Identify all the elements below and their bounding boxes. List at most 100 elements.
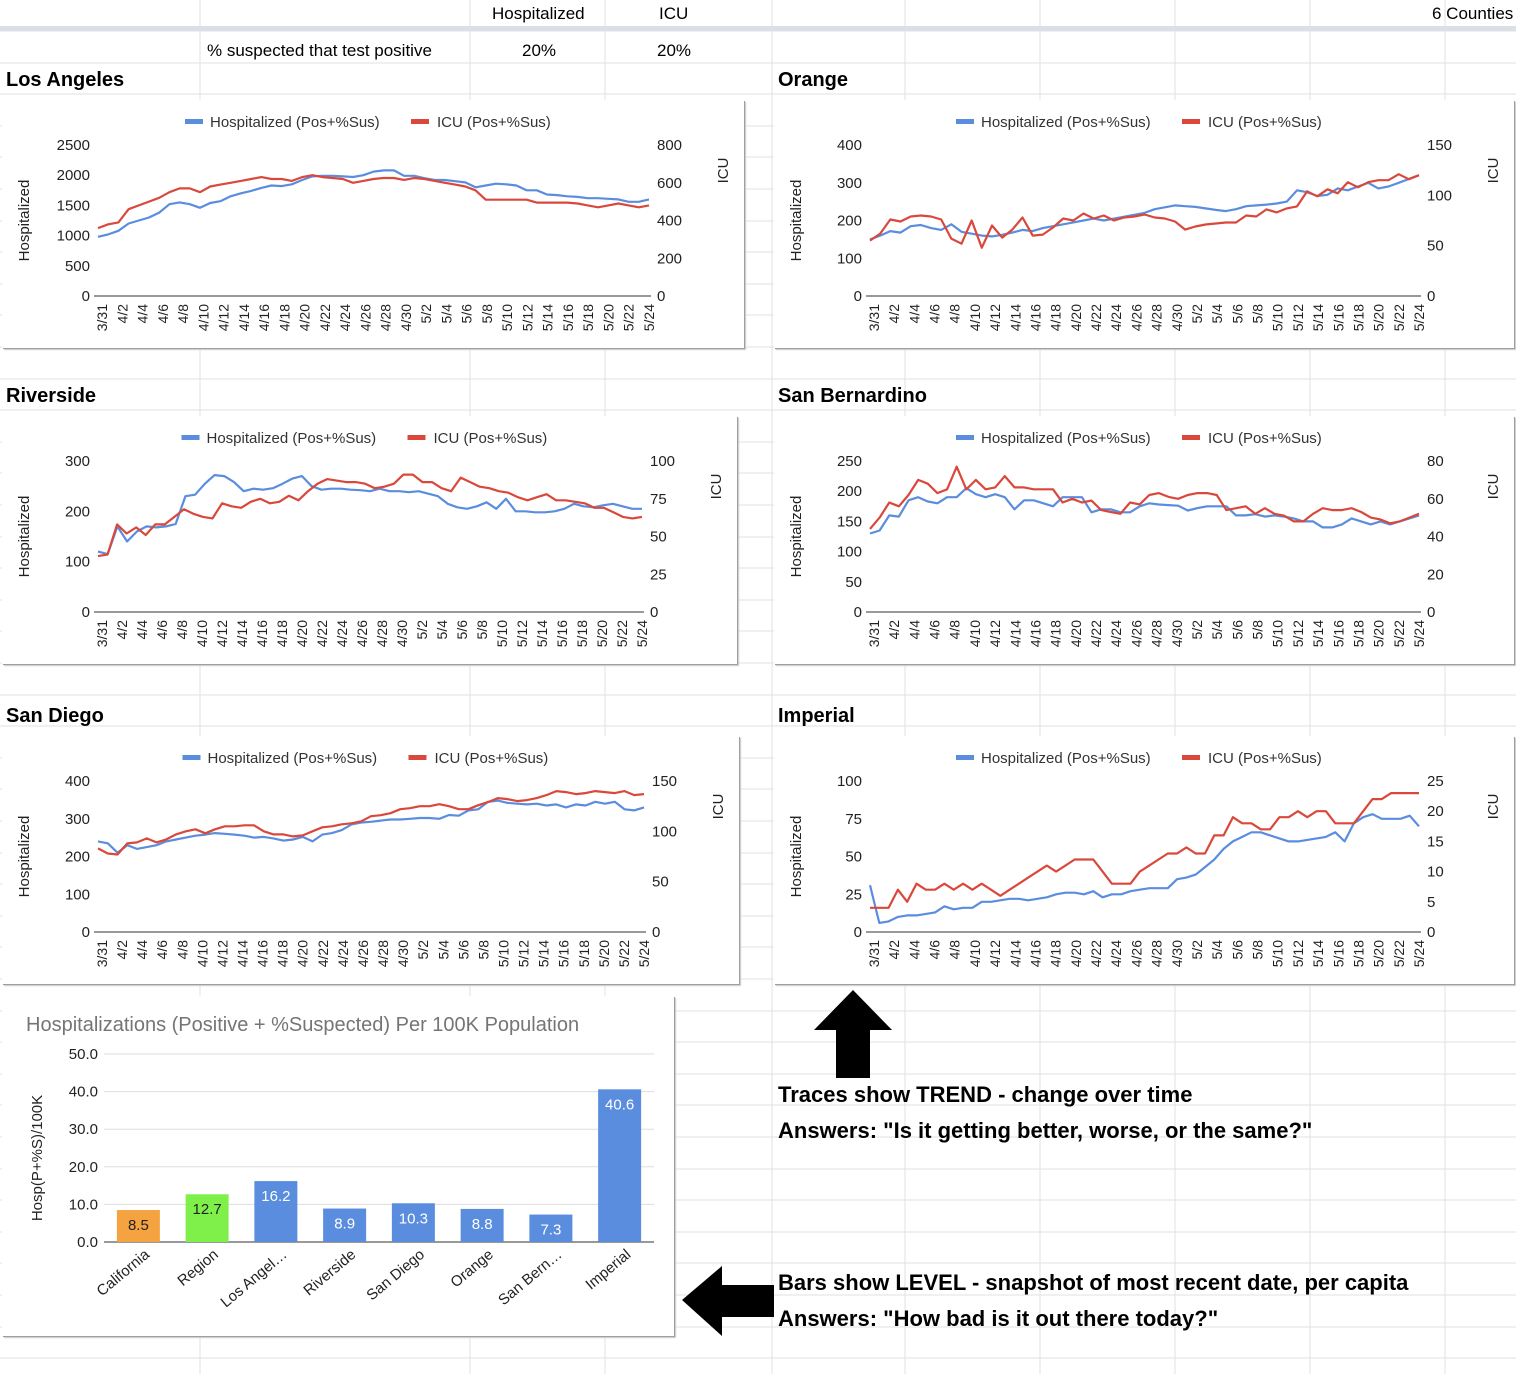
header-counties[interactable]: 6 Counties [1432,4,1514,23]
chart-per-capita[interactable]: Hospitalizations (Positive + %Suspected)… [2,996,674,1336]
bar[interactable] [254,1181,298,1242]
tick-x: 4/30 [398,304,414,331]
tick-right: 25 [1427,773,1444,790]
tick-x: 4/10 [967,940,983,967]
tick-left: 0 [82,288,90,305]
series-line-icu [870,791,1419,909]
icu-pct-cell[interactable]: 20% [657,41,692,60]
tick-left: 100 [65,554,90,571]
tick-x: 5/22 [1391,940,1407,967]
tick-right: 0 [1427,288,1435,305]
bar[interactable] [116,1210,160,1242]
tick-x: 5/4 [435,940,451,960]
tick-x: 4/4 [134,620,150,640]
bar-tick-y: 20.0 [69,1159,98,1176]
legend: Hospitalized (Pos+%Sus) ICU (Pos+%Sus) [181,430,548,447]
chart-imperial[interactable]: Hospitalized (Pos+%Sus) ICU (Pos+%Sus) Hos… [774,736,1514,984]
bar[interactable] [598,1089,642,1242]
tick-x: 5/12 [514,620,530,647]
trend-note-line1[interactable]: Traces show TREND - change over time [778,1082,1193,1107]
county-title-los-angeles[interactable]: Los Angeles [6,69,125,91]
tick-x: 4/12 [216,304,232,331]
tick-x: 4/28 [378,304,394,331]
bar[interactable] [391,1203,435,1242]
tick-right: 20 [1427,566,1444,583]
tick-x: 4/8 [174,940,190,960]
tick-x: 4/12 [214,940,230,967]
tick-x: 5/12 [516,940,532,967]
suspected-row-label[interactable]: % suspected that test positive [207,41,432,60]
tick-x: 5/14 [1310,304,1326,331]
tick-x: 5/14 [534,620,550,647]
county-title-riverside[interactable]: Riverside [6,385,97,407]
tick-x: 5/18 [574,620,590,647]
tick-right: 800 [657,137,682,154]
chart-svg-riverside: Hospitalized (Pos+%Sus) ICU (Pos+%Sus)Hos… [16,430,725,647]
tick-right: 50 [652,874,669,891]
axis-title-right: ICU [708,474,725,500]
bar-tick-y: 30.0 [69,1121,98,1138]
tick-left: 400 [65,773,90,790]
tick-right: 60 [1427,491,1444,508]
bar[interactable] [460,1208,504,1242]
legend: Hospitalized (Pos+%Sus) ICU (Pos+%Sus) [956,114,1322,131]
tick-right: 80 [1427,453,1444,470]
bar-chart-svg: Hospitalizations (Positive + %Suspected)… [26,1014,654,1311]
tick-left: 100 [65,886,90,903]
legend-swatch-hosp [182,755,201,760]
legend-label-icu: ICU (Pos+%Sus) [1208,430,1322,447]
tick-left: 300 [65,811,90,828]
frozen-row-divider [0,26,1516,31]
tick-x: 4/12 [214,620,230,647]
tick-x: 4/18 [276,304,292,331]
tick-x: 4/24 [334,620,350,647]
bar-tick-y: 50.0 [69,1046,98,1063]
tick-x: 4/12 [987,620,1003,647]
tick-x: 4/6 [927,620,943,640]
level-note-line1[interactable]: Bars show LEVEL - snapshot of most recen… [778,1270,1409,1295]
chart-san-diego[interactable]: Hospitalized (Pos+%Sus) ICU (Pos+%Sus) Hos… [2,736,739,984]
county-title-orange[interactable]: Orange [778,69,849,91]
tick-right: 400 [657,213,682,230]
chart-los-angeles[interactable]: Hospitalized (Pos+%Sus) ICU (Pos+%Sus) Hos… [2,100,744,348]
header-icu[interactable]: ICU [659,4,689,23]
legend-swatch-hosp [956,755,974,760]
county-title-san-bernardino[interactable]: San Bernardino [778,385,927,407]
bar[interactable] [185,1194,229,1242]
county-title-san-diego[interactable]: San Diego [6,705,104,727]
tick-x: 5/18 [580,304,596,331]
trend-note-line2[interactable]: Answers: "Is it getting better, worse, o… [778,1118,1313,1143]
legend: Hospitalized (Pos+%Sus) ICU (Pos+%Sus) [185,114,551,131]
bar-data-label: 16.2 [261,1188,290,1205]
header-hospitalized[interactable]: Hospitalized [492,4,585,23]
legend-label-icu: ICU (Pos+%Sus) [434,430,548,447]
bar-data-label: 8.9 [334,1216,355,1233]
bar[interactable] [323,1208,367,1242]
tick-x: 3/31 [94,620,110,647]
tick-left: 150 [837,513,862,530]
tick-x: 5/22 [616,940,632,967]
series-line-icu [869,465,1420,530]
bar[interactable] [529,1214,573,1242]
tick-x: 5/2 [418,304,434,324]
tick-x: 4/8 [175,304,191,324]
legend-swatch-icu [1182,435,1200,440]
chart-orange[interactable]: Hospitalized (Pos+%Sus) ICU (Pos+%Sus) Hos… [774,100,1514,348]
tick-x: 4/8 [947,620,963,640]
tick-right: 0 [1427,604,1435,621]
tick-x: 4/14 [234,620,250,647]
hospitalized-pct-cell[interactable]: 20% [522,41,557,60]
tick-x: 4/10 [967,304,983,331]
tick-x: 4/30 [1169,940,1185,967]
tick-x: 5/22 [1391,304,1407,331]
tick-x: 4/18 [274,620,290,647]
axis-title-left: Hospitalized [788,180,805,262]
series-line-icu [97,789,645,856]
tick-x: 5/16 [554,620,570,647]
chart-san-bernardino[interactable]: Hospitalized (Pos+%Sus) ICU (Pos+%Sus) Hos… [774,416,1514,664]
tick-left: 300 [65,453,90,470]
tick-x: 5/4 [1209,620,1225,640]
level-note-line2[interactable]: Answers: "How bad is it out there today?… [778,1306,1219,1331]
county-title-imperial[interactable]: Imperial [778,705,855,727]
chart-riverside[interactable]: Hospitalized (Pos+%Sus) ICU (Pos+%Sus) Hos… [2,416,737,664]
